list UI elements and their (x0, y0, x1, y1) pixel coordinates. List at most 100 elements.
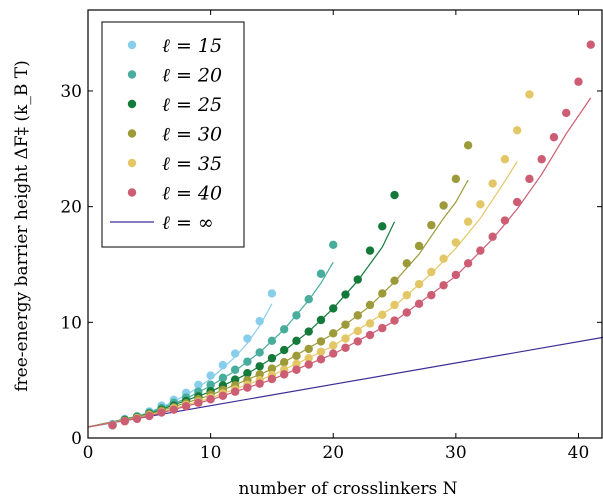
plot-frame (87, 9, 603, 439)
x-tick-label: 30 (445, 443, 467, 463)
legend-item: ℓ = 40 (127, 183, 222, 205)
legend-marker (127, 188, 137, 197)
data-point (218, 373, 228, 383)
data-point (316, 355, 326, 364)
y-tick-label: 20 (60, 198, 82, 218)
data-point (341, 290, 350, 299)
data-point (365, 300, 375, 310)
data-point (537, 155, 546, 164)
legend: ℓ = 15 ℓ = 20 ℓ = 25 ℓ = 30 ℓ = 35 ℓ = 40 ℓ = … (101, 21, 245, 248)
data-point (463, 217, 473, 226)
data-point (329, 349, 338, 358)
data-point (304, 344, 313, 354)
data-point (206, 395, 215, 404)
legend-item: ℓ = 25 (127, 94, 222, 116)
data-point (267, 353, 277, 363)
data-point (194, 380, 203, 389)
data-point (218, 391, 228, 400)
x-tick-label: 20 (322, 443, 344, 463)
data-point (316, 337, 326, 346)
data-point (230, 349, 240, 358)
data-point (525, 174, 534, 184)
data-point (463, 259, 473, 268)
data-point (365, 330, 375, 340)
data-point (292, 311, 301, 320)
data-point (427, 220, 436, 230)
legend-label: ℓ = 40 (162, 183, 222, 205)
data-point (206, 371, 215, 380)
y-axis-label: free-energy barrier height ΔF‡ (k_B T) (12, 60, 32, 391)
legend-marker (127, 40, 137, 50)
data-point (562, 108, 571, 118)
data-point (243, 357, 252, 366)
data-point (439, 254, 448, 263)
data-point (549, 133, 559, 142)
data-point (390, 300, 399, 310)
data-point (304, 353, 313, 363)
data-point (304, 360, 313, 369)
data-point (488, 232, 497, 241)
data-point (157, 408, 166, 417)
data-point (414, 299, 424, 309)
data-point (218, 360, 228, 370)
data-point (292, 351, 301, 361)
y-tick-label: 10 (60, 313, 82, 333)
data-point (316, 315, 326, 325)
legend-item: ℓ = 15 (127, 35, 222, 57)
data-point (390, 276, 399, 285)
legend-item: ℓ = 30 (127, 124, 222, 146)
data-point (451, 238, 461, 247)
data-point (230, 387, 240, 396)
data-point (476, 200, 485, 209)
data-point (108, 421, 117, 430)
data-point (329, 304, 338, 313)
legend-label: ℓ = ∞ (162, 212, 214, 234)
data-point (255, 379, 264, 388)
data-point (292, 336, 301, 346)
legend-label: ℓ = 30 (162, 124, 222, 146)
data-point (439, 281, 448, 290)
data-point (353, 311, 362, 320)
data-point (267, 336, 277, 346)
data-point (451, 270, 461, 280)
data-point (414, 241, 424, 251)
data-point (365, 319, 375, 328)
data-point (341, 343, 350, 352)
legend-marker (127, 99, 137, 109)
x-axis-label: number of crosslinkers N (238, 479, 457, 499)
data-point (378, 310, 387, 320)
axis-ticks-layer: 0 10 20 30 40 0 10 20 30 (60, 10, 602, 463)
data-point (451, 174, 461, 184)
data-point (243, 334, 252, 343)
data-point (463, 141, 473, 150)
data-point (279, 325, 289, 334)
legend-item: ℓ = 35 (127, 153, 222, 175)
legend-item: ℓ = 20 (127, 65, 222, 87)
data-point (267, 374, 277, 384)
data-point (341, 320, 350, 329)
legend-label: ℓ = 15 (162, 35, 222, 57)
data-point (414, 279, 424, 289)
data-point (512, 197, 522, 207)
data-point (525, 90, 534, 99)
legend-marker (127, 158, 137, 168)
legend-frame (101, 21, 245, 248)
x-tick-label: 40 (568, 443, 590, 463)
data-point (439, 201, 448, 210)
y-tick-label: 30 (60, 82, 82, 102)
data-point (488, 179, 497, 188)
data-point (329, 240, 338, 250)
data-point (586, 40, 595, 49)
data-point (304, 294, 313, 304)
x-tick-label: 10 (200, 443, 222, 463)
data-point (402, 290, 412, 300)
data-point (230, 375, 240, 384)
data-point (243, 369, 252, 378)
legend-marker (127, 70, 137, 79)
data-point (267, 364, 277, 373)
data-point (500, 155, 510, 164)
data-point (255, 362, 264, 371)
data-point (206, 380, 215, 389)
data-point (316, 269, 326, 278)
